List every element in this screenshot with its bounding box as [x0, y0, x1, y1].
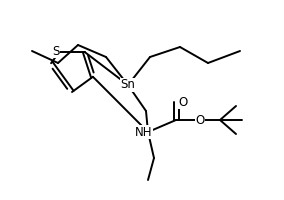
Text: S: S — [52, 45, 60, 58]
Text: NH: NH — [135, 126, 153, 138]
Text: Sn: Sn — [121, 78, 135, 92]
Text: O: O — [178, 96, 188, 108]
Text: O: O — [195, 114, 205, 127]
